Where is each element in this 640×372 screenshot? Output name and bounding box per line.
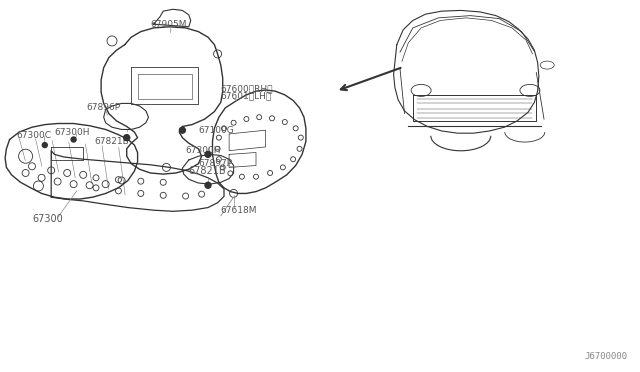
Text: 67618M: 67618M [221, 206, 257, 215]
Text: 67300: 67300 [32, 215, 63, 224]
Circle shape [179, 127, 186, 133]
Text: 67905M: 67905M [150, 20, 187, 29]
Circle shape [205, 182, 211, 188]
Text: 67600〈RH〉: 67600〈RH〉 [221, 85, 273, 94]
Circle shape [124, 135, 130, 141]
Text: 67300H: 67300H [186, 146, 221, 155]
Text: 67100G: 67100G [198, 126, 234, 135]
Circle shape [205, 151, 211, 157]
Circle shape [42, 142, 47, 148]
Text: J6700000: J6700000 [584, 352, 627, 361]
Text: 67300C: 67300C [16, 131, 51, 140]
Text: 67300H: 67300H [54, 128, 90, 137]
Text: 67821B: 67821B [189, 166, 227, 176]
Circle shape [71, 137, 76, 142]
Text: 67897P: 67897P [198, 159, 232, 168]
Text: 67896P: 67896P [86, 103, 120, 112]
Text: 67601〈LH〉: 67601〈LH〉 [221, 92, 272, 100]
Text: 67821B: 67821B [95, 137, 129, 146]
